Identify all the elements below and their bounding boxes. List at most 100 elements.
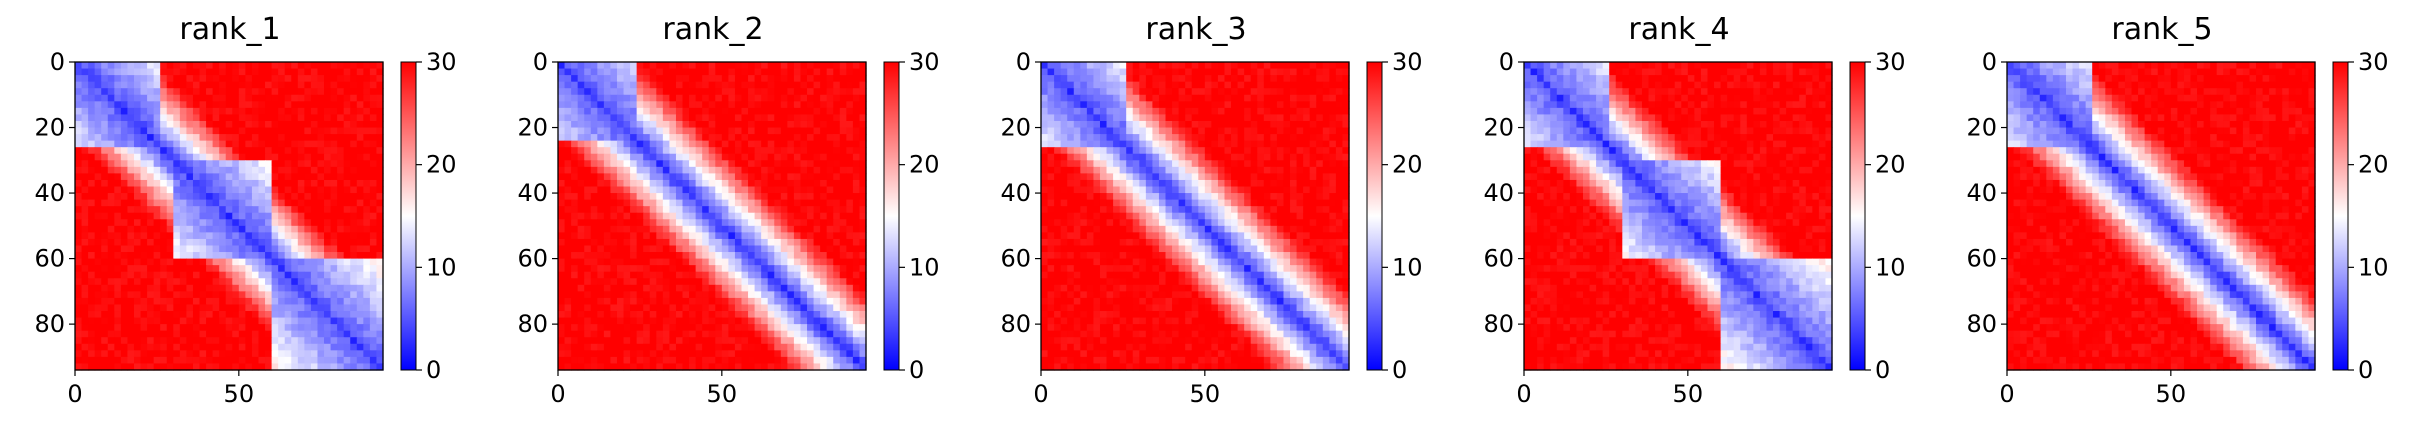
heatmap-cell [114, 317, 122, 325]
heatmap-cell [807, 193, 815, 201]
heatmap-cell [343, 166, 351, 174]
heatmap-cell [101, 304, 109, 312]
heatmap-cell [774, 363, 782, 371]
heatmap-cell [846, 304, 854, 312]
heatmap-cell [160, 343, 168, 351]
heatmap-cell [238, 258, 246, 266]
heatmap-cell [689, 160, 697, 168]
heatmap-cell [291, 232, 299, 240]
heatmap-cell [258, 330, 266, 338]
heatmap-cell [774, 337, 782, 345]
heatmap-cell [630, 212, 638, 220]
heatmap-cell [800, 75, 808, 83]
heatmap-cell [376, 94, 384, 102]
heatmap-cell [630, 311, 638, 319]
heatmap-cell [75, 81, 83, 89]
heatmap-cell [728, 311, 736, 319]
heatmap-cell [807, 206, 815, 214]
heatmap-cell [643, 232, 651, 240]
heatmap-cell [597, 68, 605, 76]
heatmap-cell [238, 173, 246, 181]
heatmap-cell [186, 252, 194, 260]
heatmap-cell [291, 101, 299, 109]
heatmap-cell [571, 238, 579, 247]
heatmap-cell [813, 94, 821, 102]
heatmap-cell [1342, 101, 1350, 109]
heatmap-cell [114, 166, 122, 174]
heatmap-cell [1178, 120, 1186, 129]
heatmap-cell [761, 114, 769, 122]
heatmap-cell [734, 232, 743, 240]
heatmap-cell [741, 147, 749, 155]
heatmap-cell [748, 147, 756, 155]
heatmap-cell [689, 258, 697, 266]
heatmap-cell [265, 330, 273, 338]
heatmap-cell [1250, 101, 1258, 109]
heatmap-cell [826, 199, 834, 207]
heatmap-cell [350, 324, 358, 332]
heatmap-cell [330, 212, 338, 220]
heatmap-cell [734, 199, 743, 207]
heatmap-cell [186, 330, 194, 338]
heatmap-cell [219, 120, 227, 129]
heatmap-cell [356, 179, 364, 188]
heatmap-cell [317, 330, 325, 338]
heatmap-cell [271, 179, 279, 188]
heatmap-cell [807, 107, 815, 116]
heatmap-cell [225, 147, 233, 155]
heatmap-cell [1178, 127, 1186, 135]
heatmap-cell [81, 350, 89, 358]
heatmap-cell [304, 265, 312, 273]
heatmap-cell [1198, 107, 1206, 116]
heatmap-cell [702, 75, 710, 83]
heatmap-cell [708, 114, 716, 122]
heatmap-cell [337, 350, 345, 358]
heatmap-cell [179, 258, 187, 266]
heatmap-cell [590, 101, 598, 109]
heatmap-cell [558, 324, 566, 332]
heatmap-cell [153, 199, 161, 207]
heatmap-cell [304, 337, 312, 345]
heatmap-cell [1080, 107, 1088, 116]
heatmap-cell [120, 62, 129, 70]
heatmap-cell [284, 127, 292, 135]
heatmap-cell [330, 219, 338, 227]
heatmap-cell [219, 278, 227, 286]
heatmap-cell [1099, 88, 1108, 96]
heatmap-cell [748, 304, 756, 312]
heatmap-cell [271, 271, 279, 279]
heatmap-cell [369, 127, 378, 135]
heatmap-cell [702, 337, 710, 345]
heatmap-cell [291, 337, 299, 345]
heatmap-cell [265, 68, 273, 76]
heatmap-cell [127, 330, 135, 338]
heatmap-cell [826, 350, 834, 358]
heatmap-cell [1250, 62, 1258, 70]
heatmap-cell [623, 140, 631, 148]
heatmap-cell [623, 311, 631, 319]
heatmap-cell [800, 219, 808, 227]
heatmap-cell [1132, 101, 1140, 109]
heatmap-cell [695, 343, 703, 351]
heatmap-cell [571, 114, 579, 122]
heatmap-cell [689, 120, 697, 129]
heatmap-cell [337, 166, 345, 174]
heatmap-cell [127, 343, 135, 351]
heatmap-cell [153, 284, 161, 292]
heatmap-cell [741, 75, 749, 83]
heatmap-cell [1126, 94, 1134, 102]
heatmap-cell [297, 114, 305, 122]
heatmap-cell [350, 160, 358, 168]
heatmap-cell [133, 127, 142, 135]
heatmap-cell [610, 179, 618, 188]
heatmap-cell [1316, 101, 1324, 109]
heatmap-cell [1329, 88, 1337, 96]
heatmap-cell [748, 311, 756, 319]
heatmap-cell [1303, 114, 1311, 122]
heatmap-cell [284, 356, 292, 365]
heatmap-cell [708, 350, 716, 358]
heatmap-cell [859, 88, 867, 96]
heatmap-cell [317, 297, 325, 306]
heatmap-cell [820, 337, 828, 345]
heatmap-cell [337, 120, 345, 129]
